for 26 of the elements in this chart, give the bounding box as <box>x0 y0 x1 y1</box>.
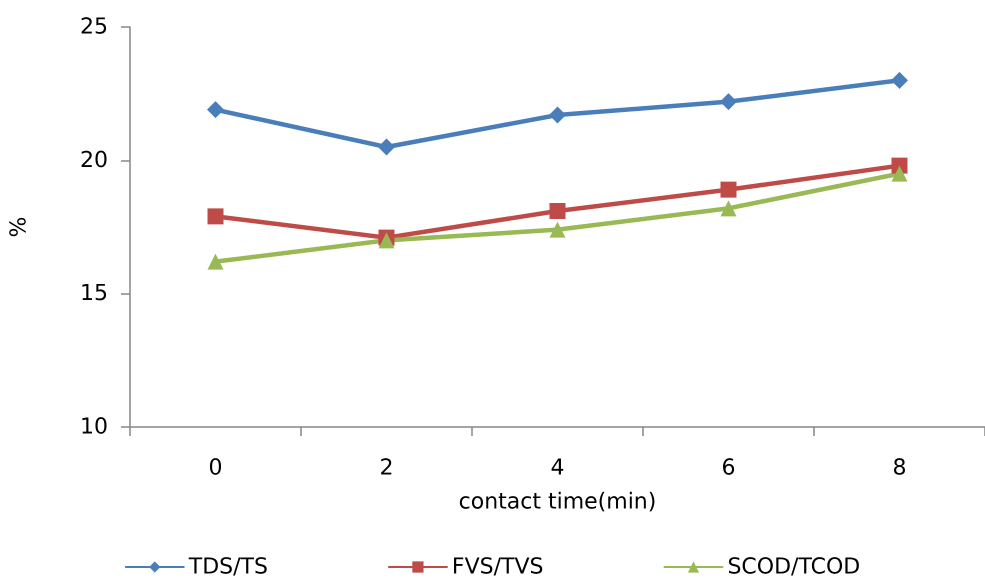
y-tick-label: 10 <box>80 414 108 440</box>
point <box>550 222 566 238</box>
point <box>378 138 395 156</box>
x-axis-title: contact time(min) <box>458 490 656 514</box>
point <box>891 72 908 89</box>
y-axis-title: % <box>6 216 32 238</box>
point <box>550 203 566 219</box>
y-tick-label: 15 <box>80 281 108 306</box>
x-tick-label: 8 <box>892 456 906 480</box>
point <box>208 208 224 224</box>
point <box>892 166 908 182</box>
y-tick-label: 20 <box>80 148 108 173</box>
point <box>207 101 224 118</box>
y-tick-label: 25 <box>80 14 108 40</box>
point <box>549 106 566 124</box>
point <box>208 254 224 270</box>
point <box>720 93 737 110</box>
x-tick-label: 0 <box>208 456 222 480</box>
legend-label: TDS/TS <box>188 554 268 580</box>
x-tick-label: 4 <box>550 456 564 480</box>
legend-label: FVS/TVS <box>452 554 544 580</box>
x-tick-label: 2 <box>380 456 394 480</box>
point <box>720 200 736 216</box>
x-tick-label: 6 <box>722 456 736 480</box>
legend-label: SCOD/TCOD <box>727 554 860 580</box>
point <box>720 182 736 198</box>
